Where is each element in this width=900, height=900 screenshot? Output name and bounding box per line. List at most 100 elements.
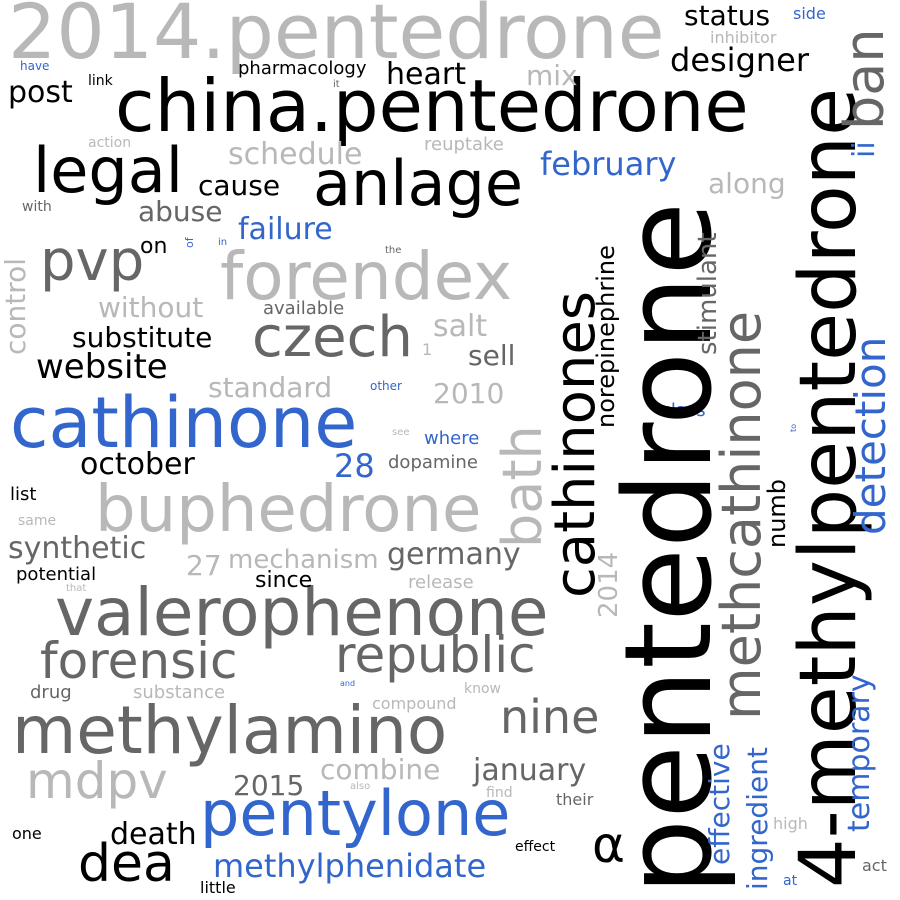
word: bath <box>491 425 554 548</box>
word: synthetic <box>8 531 147 566</box>
word: substance <box>133 682 226 703</box>
word: compound <box>372 694 457 713</box>
word: anlage <box>313 147 524 220</box>
word: drug <box>30 682 72 703</box>
word: post <box>8 75 73 110</box>
word: temporary <box>842 674 877 832</box>
word: october <box>80 447 195 482</box>
word: substitute <box>72 321 213 354</box>
word: status <box>684 0 771 32</box>
word: 27 <box>186 549 222 582</box>
word: reuptake <box>424 134 504 155</box>
word: norepinephrine <box>592 245 620 428</box>
word: at <box>783 873 798 889</box>
word: their <box>556 790 594 809</box>
word: legal <box>33 134 183 207</box>
word: sell <box>468 339 516 372</box>
word: mdpv <box>26 752 168 810</box>
word: heart <box>386 57 466 92</box>
word: standard <box>208 371 333 404</box>
word: 2015 <box>233 769 305 802</box>
word: salt <box>433 309 488 344</box>
word: 2010 <box>433 377 505 410</box>
word: since <box>255 568 313 593</box>
word: republic <box>335 626 536 684</box>
word: list <box>10 484 37 505</box>
word: that <box>66 583 87 594</box>
word: have <box>20 59 50 73</box>
word: dea <box>78 834 175 894</box>
word: available <box>263 298 345 319</box>
word: ingredient <box>741 747 774 890</box>
word: designer <box>670 41 809 79</box>
word: forensic <box>40 632 238 690</box>
word: to <box>789 423 798 432</box>
word: pvp <box>40 229 145 294</box>
word: detection <box>846 336 895 535</box>
word: other <box>370 379 402 393</box>
word: release <box>408 572 474 593</box>
word: nine <box>500 690 600 744</box>
word: forendex <box>220 238 513 315</box>
word: same <box>18 513 57 529</box>
word: along <box>708 167 786 200</box>
word: high <box>773 814 808 833</box>
word: ii <box>847 141 882 158</box>
word: 28 <box>334 447 375 485</box>
word: methylphenidate <box>213 847 487 885</box>
word: methylamino <box>12 692 448 769</box>
word: january <box>473 753 587 788</box>
word: little <box>200 878 236 897</box>
word: the <box>385 245 402 256</box>
word: pentylone <box>200 777 511 850</box>
word: numb <box>763 478 791 548</box>
word: potential <box>16 564 97 585</box>
word: find <box>486 785 513 801</box>
word: mechanism <box>228 545 379 575</box>
word: 2014.pentedrone <box>8 0 665 76</box>
word: and <box>340 679 356 688</box>
word: buphedrone <box>95 473 482 547</box>
word: cause <box>198 169 281 202</box>
word: control <box>0 257 32 355</box>
word: stimulant <box>693 232 723 355</box>
word: one <box>12 824 42 843</box>
word: valerophenone <box>55 574 549 651</box>
word: combine <box>320 753 441 786</box>
word: of <box>183 237 196 248</box>
word: inhibitor <box>710 28 777 47</box>
word: pharmacology <box>238 58 367 79</box>
word: effect <box>515 839 556 855</box>
word: dopamine <box>388 452 478 473</box>
word: class <box>661 400 706 421</box>
word: know <box>464 681 501 697</box>
word: link <box>88 73 113 89</box>
word: failure <box>238 212 333 247</box>
word: website <box>36 347 168 387</box>
word: death <box>110 817 197 852</box>
word: effective <box>703 743 736 865</box>
word: see <box>392 427 410 438</box>
word: without <box>98 291 204 324</box>
word: α <box>592 816 625 874</box>
word: 2014 <box>594 551 624 618</box>
word: action <box>88 135 132 151</box>
word: methcathinone <box>710 310 773 720</box>
word: 1 <box>422 340 433 359</box>
word: ban <box>833 28 896 130</box>
word: germany <box>387 537 521 572</box>
word: act <box>862 856 887 875</box>
word: february <box>540 145 677 183</box>
word: it <box>333 79 340 90</box>
word: side <box>793 4 826 23</box>
word: with <box>22 199 52 215</box>
word: on <box>140 234 168 259</box>
word: china.pentedrone <box>115 64 749 148</box>
word: also <box>350 781 371 792</box>
word: in <box>218 237 228 248</box>
word: schedule <box>228 137 363 172</box>
word: abuse <box>138 195 223 228</box>
word: cathinone <box>10 382 358 464</box>
word: czech <box>252 305 413 370</box>
